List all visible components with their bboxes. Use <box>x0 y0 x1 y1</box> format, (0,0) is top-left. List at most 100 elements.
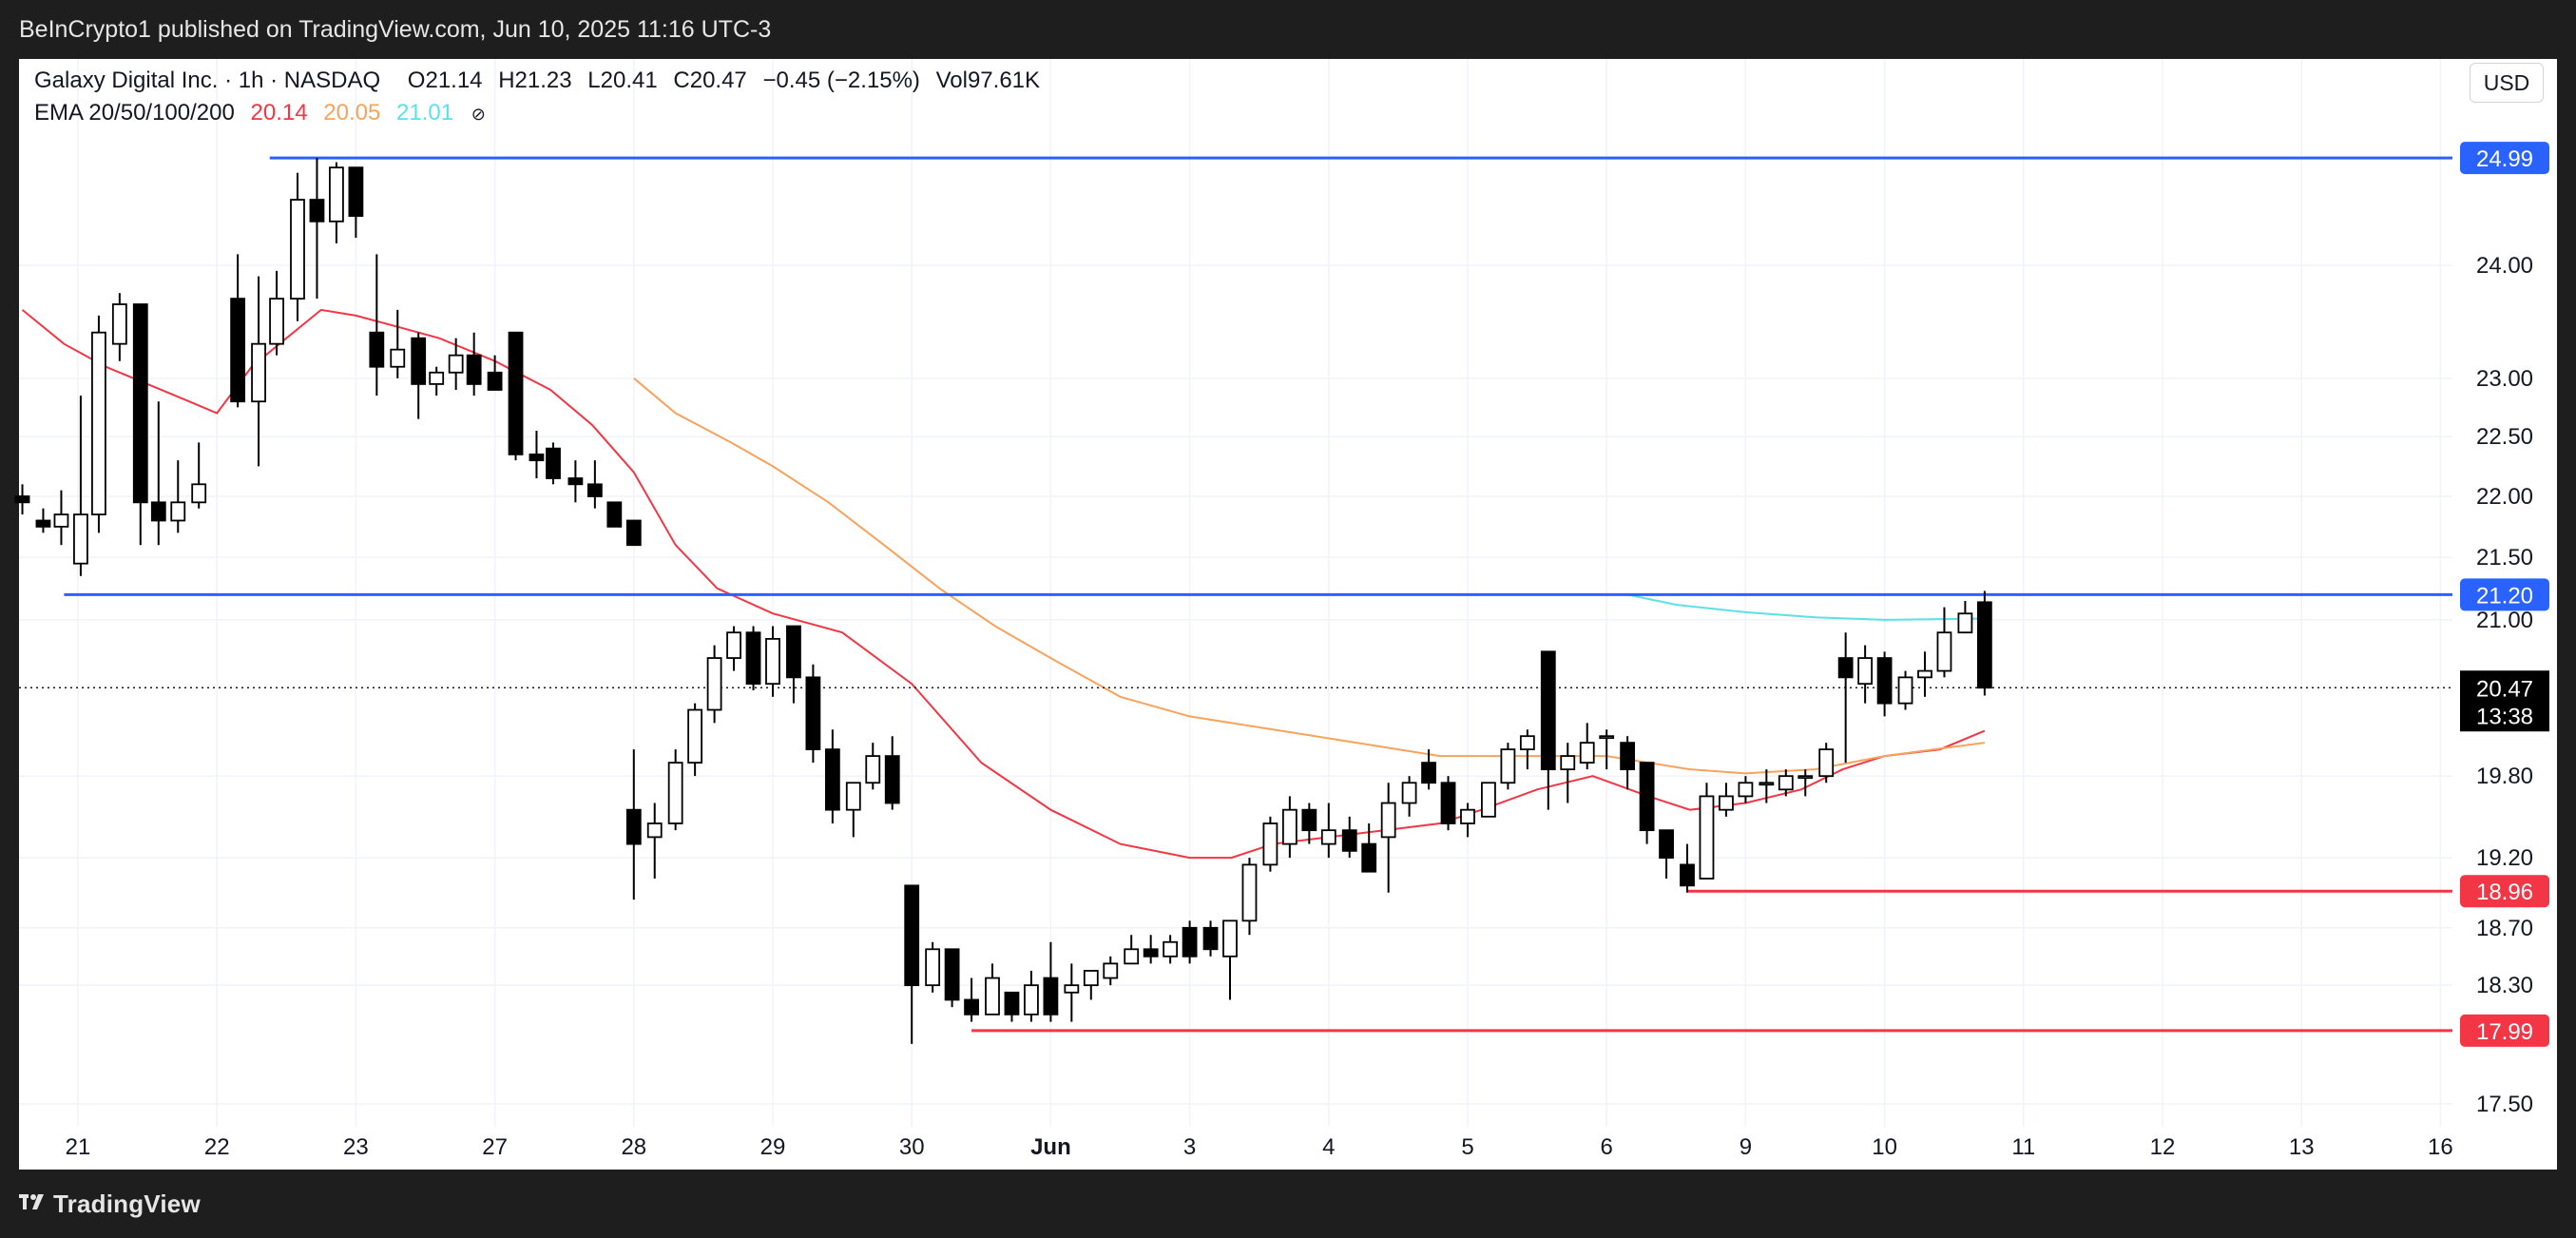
candle-body <box>390 348 406 368</box>
candle-body <box>411 337 427 385</box>
candle <box>1202 920 1219 957</box>
level-price-tag: 24.99 <box>2476 146 2533 172</box>
candle <box>1262 816 1278 872</box>
volume-value: 97.61K <box>967 68 1041 93</box>
price-tick-label: 17.50 <box>2476 1092 2533 1117</box>
candle-body <box>884 755 900 804</box>
candle <box>111 293 127 361</box>
candle-body <box>1797 775 1814 780</box>
price-tick-label: 18.70 <box>2476 916 2533 941</box>
candle-body <box>1680 863 1695 887</box>
candle <box>1341 816 1357 859</box>
candle-body <box>1421 762 1436 784</box>
time-tick-label: Jun <box>1030 1134 1071 1160</box>
candles <box>14 158 1992 1044</box>
candle-body <box>1163 940 1179 958</box>
candle-body <box>348 166 364 218</box>
change-value: −0.45 (−2.15%) <box>762 68 920 93</box>
candle-body <box>824 748 840 811</box>
candle-body <box>230 298 246 403</box>
candle-body <box>687 708 703 764</box>
candle-body <box>529 453 545 462</box>
chart-panel[interactable] <box>19 59 2557 1170</box>
candle <box>1797 769 1814 797</box>
candle <box>1320 803 1336 859</box>
time-tick-label: 10 <box>1872 1134 1897 1160</box>
candle-body <box>1083 970 1099 987</box>
candle-body <box>845 782 861 811</box>
candle <box>625 749 642 900</box>
time-tick-label: 22 <box>204 1134 230 1160</box>
candle-body <box>1500 748 1516 784</box>
candle-body <box>1103 962 1119 979</box>
candle-body <box>1124 948 1140 965</box>
candle <box>1083 970 1099 1000</box>
candle-body <box>269 298 284 345</box>
candle-body <box>508 331 524 455</box>
ema-row: EMA 20/50/100/200 20.14 20.05 21.01 ⊘ <box>34 97 1040 130</box>
candle-body <box>726 631 741 659</box>
candle-body <box>1202 926 1219 951</box>
candle-body <box>667 762 683 824</box>
candle-body <box>805 676 821 751</box>
candle-body <box>429 371 445 385</box>
candle-body <box>329 166 344 222</box>
candle-body <box>904 884 920 987</box>
price-tick-label: 22.00 <box>2476 484 2533 510</box>
price-axis: 24.00 23.00 22.50 22.00 21.50 21.00 19.80 19.20… <box>2460 142 2549 1117</box>
price-tick-label: 19.20 <box>2476 845 2533 871</box>
time-tick-label: 9 <box>1740 1134 1752 1160</box>
tradingview-logo-icon[interactable] <box>19 1192 44 1213</box>
candle <box>53 490 69 546</box>
close-label: C <box>673 68 690 93</box>
candle <box>269 270 284 356</box>
ema100-value: 21.01 <box>395 100 454 126</box>
candle <box>448 338 464 391</box>
candle-body <box>625 519 642 547</box>
time-tick-label: 21 <box>66 1134 91 1160</box>
candle <box>1897 670 1913 710</box>
candle <box>1540 650 1556 810</box>
candle <box>786 625 801 704</box>
candle <box>1778 769 1794 797</box>
candle <box>1182 920 1198 964</box>
visibility-eye-icon[interactable]: ⊘ <box>471 105 486 124</box>
candle <box>1620 736 1636 790</box>
footer-brand[interactable]: TradingView <box>53 1190 201 1218</box>
symbol-label[interactable]: Galaxy Digital Inc. · 1h · NASDAQ <box>34 68 381 93</box>
candle <box>606 501 623 528</box>
candle <box>429 366 445 397</box>
candle-body <box>546 447 561 479</box>
candle-body <box>35 519 51 528</box>
candle <box>191 442 207 509</box>
candle <box>1876 651 1893 717</box>
candle <box>865 743 881 790</box>
low-value: 20.41 <box>600 68 658 93</box>
candle-body <box>1976 601 1992 689</box>
candle <box>132 303 148 546</box>
currency-button[interactable]: USD <box>2470 63 2544 103</box>
candle-body <box>1818 748 1835 778</box>
price-tag-bg <box>2460 875 2549 908</box>
candle <box>1222 919 1238 1000</box>
candle-body <box>448 354 464 374</box>
candle <box>1281 796 1298 859</box>
time-tick-label: 30 <box>899 1134 925 1160</box>
candle <box>309 158 325 300</box>
time-tick-label: 16 <box>2428 1134 2453 1160</box>
candle <box>1659 829 1674 880</box>
candle <box>546 442 561 485</box>
candle <box>1460 803 1475 838</box>
candle <box>904 884 920 1044</box>
time-tick-label: 5 <box>1461 1134 1473 1160</box>
candle <box>1639 762 1655 844</box>
low-label: L <box>587 68 601 93</box>
ema-label[interactable]: EMA 20/50/100/200 <box>34 100 235 126</box>
candle-body <box>1440 782 1456 824</box>
candle-body <box>73 513 88 565</box>
candle <box>390 309 406 378</box>
grid-lines <box>19 59 2452 1127</box>
candle-body <box>1043 977 1059 1016</box>
ema-line-50 <box>633 377 1986 775</box>
